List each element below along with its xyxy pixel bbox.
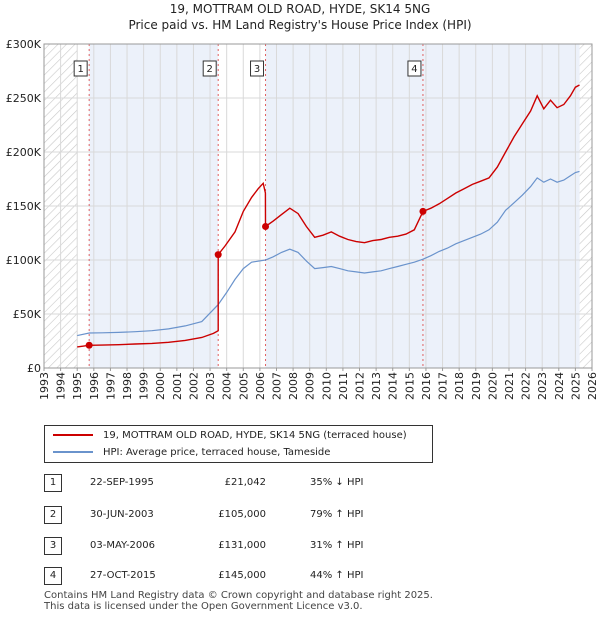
transaction-hpi-diff: 35% ↓ HPI [310, 477, 364, 488]
legend-item-hpi: HPI: Average price, terraced house, Tame… [53, 445, 330, 461]
x-tick-label: 2017 [437, 372, 450, 400]
sale-point [214, 251, 222, 259]
price-chart: 1 2 3 4 £0 £50K £100K £150K £200K £250K £300K 1993 1… [6, 38, 599, 400]
y-tick-label: £50K [13, 308, 42, 321]
x-tick-label: 2014 [387, 372, 400, 400]
x-tick-label: 2020 [486, 372, 499, 400]
y-tick-label: £250K [6, 92, 42, 105]
x-tick-label: 2022 [520, 372, 533, 400]
transaction-row: 2 30-JUN-2003 £105,000 79% ↑ HPI [44, 506, 444, 524]
x-tick-label: 2004 [221, 372, 234, 400]
sale-point [262, 223, 270, 231]
x-tick-label: 2001 [171, 372, 184, 400]
x-tick-label: 2013 [370, 372, 383, 400]
x-tick-label: 2011 [337, 372, 350, 400]
legend-swatch-hpi [53, 451, 93, 453]
x-tick-label: 2024 [553, 372, 566, 400]
x-tick-label: 2025 [569, 372, 582, 400]
y-tick-label: £0 [27, 362, 41, 375]
x-tick-label: 2003 [204, 372, 217, 400]
sale-marker-box [407, 60, 422, 77]
sale-point [419, 207, 427, 215]
x-tick-label: 2000 [154, 372, 167, 400]
sale-marker-label: 2 [207, 64, 213, 75]
x-tick-label: 1999 [138, 372, 151, 400]
property-price-line [77, 84, 580, 348]
y-tick-label: £200K [6, 146, 42, 159]
sale-point [85, 341, 93, 349]
transaction-date: 30-JUN-2003 [90, 509, 154, 520]
x-tick-label: 2012 [354, 372, 367, 400]
transaction-price: £21,042 [224, 477, 266, 488]
x-tick-label: 1993 [38, 372, 51, 400]
legend-label-hpi: HPI: Average price, terraced house, Tame… [103, 447, 331, 458]
sale-marker-label: 3 [254, 64, 260, 75]
chart-subtitle: Price paid vs. HM Land Registry's House … [128, 18, 472, 32]
footer-licence: This data is licensed under the Open Gov… [44, 601, 363, 612]
sale-marker-box [73, 60, 88, 77]
x-tick-label: 2002 [187, 372, 200, 400]
x-tick-label: 2005 [237, 372, 250, 400]
transaction-number: 4 [44, 567, 62, 585]
transaction-hpi-diff: 31% ↑ HPI [310, 540, 364, 551]
transaction-row: 3 03-MAY-2006 £131,000 31% ↑ HPI [44, 537, 444, 555]
legend-swatch-property [53, 434, 93, 436]
x-tick-label: 2023 [536, 372, 549, 400]
x-tick-label: 2015 [403, 372, 416, 400]
transaction-hpi-diff: 44% ↑ HPI [310, 570, 364, 581]
y-tick-label: £100K [6, 254, 42, 267]
transaction-row: 4 27-OCT-2015 £145,000 44% ↑ HPI [44, 567, 444, 585]
footer-copyright: Contains HM Land Registry data © Crown c… [44, 590, 433, 601]
x-tick-label: 2021 [503, 372, 516, 400]
x-tick-label: 1998 [121, 372, 134, 400]
transaction-price: £131,000 [218, 540, 266, 551]
chart-title: 19, MOTTRAM OLD ROAD, HYDE, SK14 5NG [169, 2, 431, 16]
y-tick-label: £150K [6, 200, 42, 213]
x-tick-label: 2008 [287, 372, 300, 400]
x-tick-label: 2019 [470, 372, 483, 400]
transaction-hpi-diff: 79% ↑ HPI [310, 509, 364, 520]
chart-legend: 19, MOTTRAM OLD ROAD, HYDE, SK14 5NG (te… [44, 425, 433, 463]
sale-marker-box [250, 60, 265, 77]
transaction-row: 1 22-SEP-1995 £21,042 35% ↓ HPI [44, 474, 444, 492]
transaction-price: £105,000 [218, 509, 266, 520]
sale-marker-label: 1 [77, 64, 83, 75]
sale-marker-box [202, 60, 217, 77]
x-tick-label: 1996 [88, 372, 101, 400]
x-tick-label: 2006 [254, 372, 267, 400]
transaction-number: 2 [44, 506, 62, 524]
x-tick-label: 2010 [320, 372, 333, 400]
plot-border [43, 43, 593, 369]
x-tick-label: 1995 [71, 372, 84, 400]
legend-label-property: 19, MOTTRAM OLD ROAD, HYDE, SK14 5NG (te… [103, 430, 407, 441]
x-tick-label: 2009 [304, 372, 317, 400]
transaction-date: 03-MAY-2006 [90, 540, 156, 551]
x-tick-label: 2018 [453, 372, 466, 400]
x-tick-label: 2007 [270, 372, 283, 400]
legend-item-property: 19, MOTTRAM OLD ROAD, HYDE, SK14 5NG (te… [53, 428, 407, 444]
y-tick-label: £300K [6, 38, 42, 51]
transaction-price: £145,000 [218, 570, 266, 581]
x-tick-label: 2026 [586, 372, 599, 400]
transaction-date: 27-OCT-2015 [90, 570, 156, 581]
sale-marker-label: 4 [411, 64, 417, 75]
x-tick-label: 2016 [420, 372, 433, 400]
x-tick-label: 1997 [104, 372, 117, 400]
transaction-number: 1 [44, 474, 62, 492]
x-tick-label: 1994 [55, 372, 68, 400]
transaction-date: 22-SEP-1995 [90, 477, 154, 488]
transaction-number: 3 [44, 537, 62, 555]
